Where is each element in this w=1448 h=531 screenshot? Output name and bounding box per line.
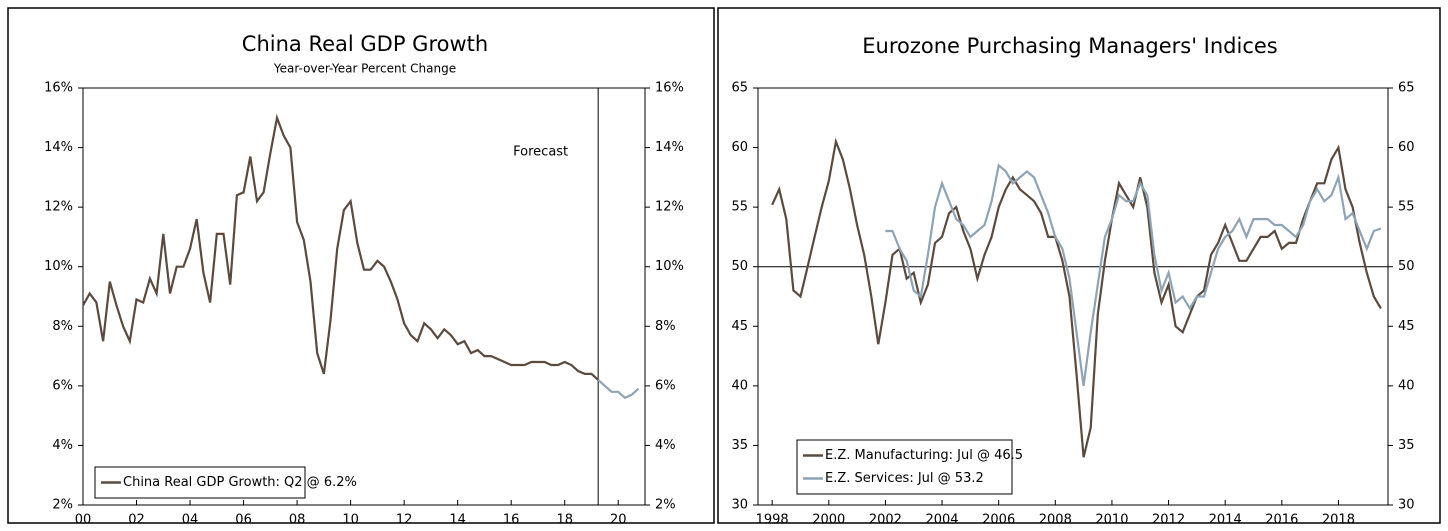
y-tick-label: 6%: [52, 378, 73, 393]
y-tick-label-right: 12%: [655, 200, 684, 215]
y-tick-label: 8%: [52, 319, 73, 334]
y-tick-label: 60: [731, 140, 748, 155]
y-tick-label: 16%: [44, 81, 73, 96]
x-tick-label: 02: [128, 513, 145, 528]
annotation: Forecast: [513, 145, 568, 160]
y-tick-label: 45: [731, 319, 748, 334]
y-tick-label-right: 14%: [655, 140, 684, 155]
y-tick-label-right: 40: [1398, 378, 1415, 393]
plot-area: [757, 87, 1389, 506]
y-tick-label: 12%: [44, 200, 73, 215]
y-tick-label: 40: [731, 378, 748, 393]
x-tick-label: 04: [182, 513, 199, 528]
series-line: [885, 163, 1382, 387]
chart-title: China Real GDP Growth: [242, 32, 488, 56]
x-tick-label: 20: [610, 513, 627, 528]
y-tick-label: 4%: [52, 438, 73, 453]
x-tick-label: 18: [556, 513, 573, 528]
y-tick-label: 10%: [44, 259, 73, 274]
y-tick-label-right: 10%: [655, 259, 684, 274]
y-tick-label-right: 35: [1398, 438, 1415, 453]
x-tick-label: 08: [289, 513, 306, 528]
legend-label: E.Z. Manufacturing: Jul @ 46.5: [825, 448, 1023, 463]
y-tick-label-right: 8%: [655, 319, 676, 334]
x-tick-label: 2016: [1265, 513, 1298, 528]
x-tick-label: 2014: [1209, 513, 1242, 528]
y-tick-label: 50: [731, 259, 748, 274]
y-tick-label: 65: [731, 81, 748, 96]
x-tick-label: 2012: [1152, 513, 1185, 528]
y-tick-label-right: 55: [1398, 200, 1415, 215]
x-tick-label: 2002: [869, 513, 902, 528]
legend-box: [94, 466, 306, 499]
x-tick-label: 16: [503, 513, 520, 528]
x-tick-label: 2006: [982, 513, 1015, 528]
series-line: [597, 379, 640, 400]
series-line: [82, 113, 599, 381]
y-tick-label-right: 65: [1398, 81, 1415, 96]
y-tick-label-right: 60: [1398, 140, 1415, 155]
y-tick-label: 30: [731, 498, 748, 513]
y-tick-label-right: 4%: [655, 438, 676, 453]
x-tick-label: 2008: [1039, 513, 1072, 528]
chart-title: Eurozone Purchasing Managers' Indices: [862, 34, 1277, 58]
x-tick-label: 00: [75, 513, 92, 528]
legend-label: China Real GDP Growth: Q2 @ 6.2%: [123, 475, 357, 490]
y-tick-label: 55: [731, 200, 748, 215]
x-tick-label: 2000: [812, 513, 845, 528]
y-tick-label-right: 6%: [655, 378, 676, 393]
y-tick-label: 35: [731, 438, 748, 453]
y-tick-label-right: 16%: [655, 81, 684, 96]
x-tick-label: 10: [342, 513, 359, 528]
x-tick-label: 1998: [756, 513, 789, 528]
y-tick-label: 2%: [52, 498, 73, 513]
y-tick-label-right: 50: [1398, 259, 1415, 274]
y-tick-label-right: 30: [1398, 498, 1415, 513]
legend-label: E.Z. Services: Jul @ 53.2: [825, 471, 984, 486]
panel-frame: [717, 7, 1441, 524]
x-tick-label: 2010: [1095, 513, 1128, 528]
y-tick-label-right: 2%: [655, 498, 676, 513]
plot-area: [82, 87, 646, 506]
x-tick-label: 2004: [925, 513, 958, 528]
y-tick-label-right: 45: [1398, 319, 1415, 334]
panel-frame: [7, 7, 715, 524]
chart-subtitle: Year-over-Year Percent Change: [273, 62, 456, 76]
x-tick-label: 2018: [1322, 513, 1355, 528]
series-line: [771, 137, 1382, 458]
y-tick-label: 14%: [44, 140, 73, 155]
legend-box: [796, 439, 1013, 495]
x-tick-label: 14: [449, 513, 466, 528]
x-tick-label: 06: [235, 513, 252, 528]
x-tick-label: 12: [396, 513, 413, 528]
